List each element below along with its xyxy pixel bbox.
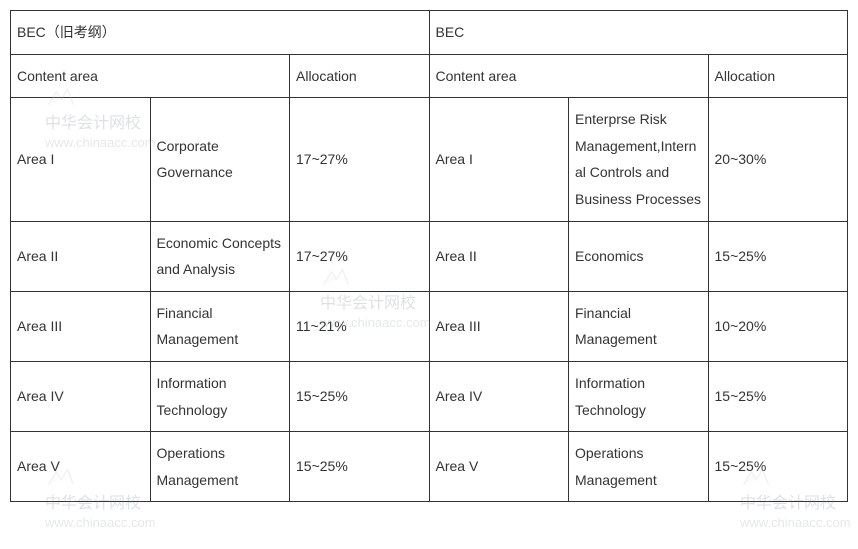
cell-left-topic: Financial Management [150, 291, 290, 361]
subheader-right-alloc: Allocation [708, 54, 848, 98]
cell-left-alloc: 17~27% [290, 221, 430, 291]
cell-right-alloc: 15~25% [708, 221, 848, 291]
cell-left-area: Area III [11, 291, 151, 361]
table-row: Area III Financial Management 11~21% Are… [11, 291, 848, 361]
cell-right-alloc: 10~20% [708, 291, 848, 361]
header-right-cell: BEC [429, 11, 848, 55]
cell-left-topic: Information Technology [150, 361, 290, 431]
watermark-url: www.chinaacc.com [740, 515, 851, 532]
cell-right-topic: Operations Management [569, 432, 709, 502]
cell-left-topic: Corporate Governance [150, 98, 290, 221]
cell-right-area: Area II [429, 221, 569, 291]
cell-left-topic: Operations Management [150, 432, 290, 502]
cell-right-area: Area I [429, 98, 569, 221]
page-container: BEC（旧考纲） BEC Content area Allocation Con… [10, 10, 858, 539]
cell-right-topic: Enterprse Risk Management,Internal Contr… [569, 98, 709, 221]
cell-left-alloc: 15~25% [290, 432, 430, 502]
cell-right-alloc: 20~30% [708, 98, 848, 221]
table-row: Area II Economic Concepts and Analysis 1… [11, 221, 848, 291]
cell-left-alloc: 17~27% [290, 98, 430, 221]
table-row: Area V Operations Management 15~25% Area… [11, 432, 848, 502]
cell-left-area: Area IV [11, 361, 151, 431]
cell-left-area: Area V [11, 432, 151, 502]
cell-right-alloc: 15~25% [708, 432, 848, 502]
subheader-right-content: Content area [429, 54, 708, 98]
cell-right-area: Area V [429, 432, 569, 502]
cell-left-alloc: 15~25% [290, 361, 430, 431]
cell-left-topic: Economic Concepts and Analysis [150, 221, 290, 291]
table-subheader-row: Content area Allocation Content area All… [11, 54, 848, 98]
cell-left-area: Area I [11, 98, 151, 221]
cell-right-area: Area IV [429, 361, 569, 431]
cell-right-topic: Financial Management [569, 291, 709, 361]
watermark-url: www.chinaacc.com [45, 515, 156, 532]
subheader-left-alloc: Allocation [290, 54, 430, 98]
cell-right-topic: Economics [569, 221, 709, 291]
header-left-cell: BEC（旧考纲） [11, 11, 430, 55]
table-row: Area I Corporate Governance 17~27% Area … [11, 98, 848, 221]
table-header-row: BEC（旧考纲） BEC [11, 11, 848, 55]
table-row: Area IV Information Technology 15~25% Ar… [11, 361, 848, 431]
cell-right-topic: Information Technology [569, 361, 709, 431]
cell-left-alloc: 11~21% [290, 291, 430, 361]
cell-right-alloc: 15~25% [708, 361, 848, 431]
subheader-left-content: Content area [11, 54, 290, 98]
comparison-table: BEC（旧考纲） BEC Content area Allocation Con… [10, 10, 848, 502]
cell-left-area: Area II [11, 221, 151, 291]
cell-right-area: Area III [429, 291, 569, 361]
